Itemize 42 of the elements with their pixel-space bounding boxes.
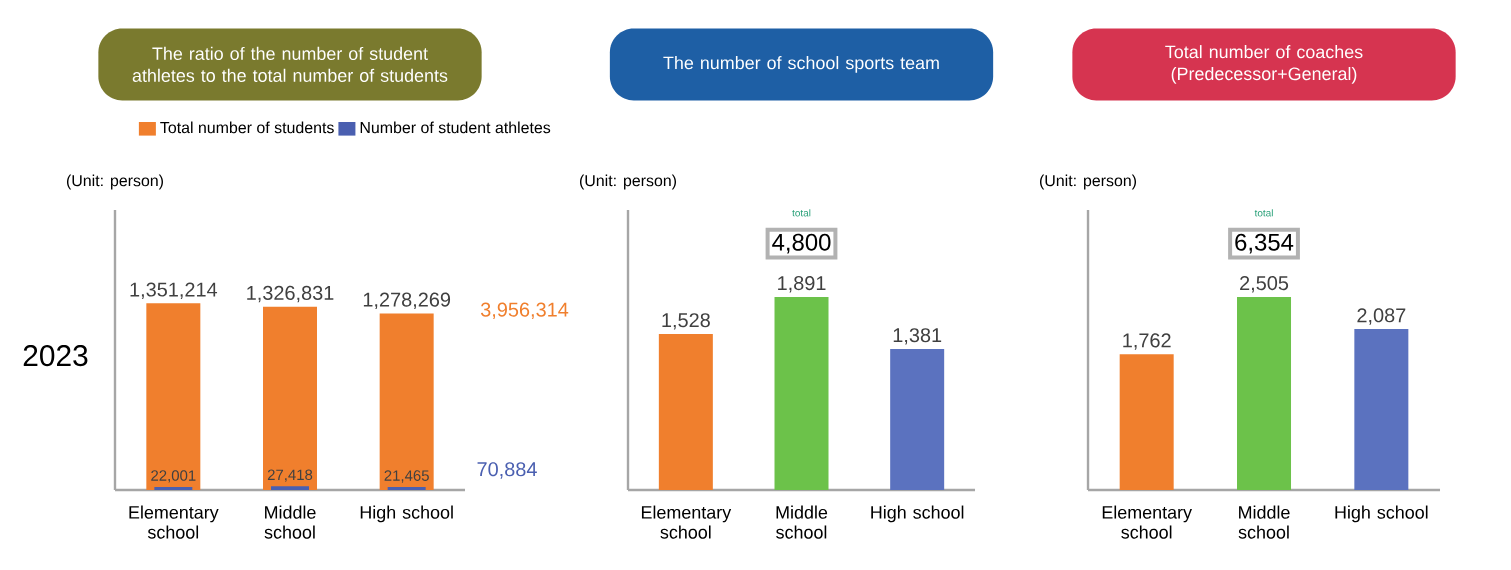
text: 70,884	[477, 462, 537, 479]
data-label: 2,505	[1240, 276, 1289, 293]
text: (Unit: person)	[1040, 174, 1137, 190]
bar	[154, 486, 193, 490]
text: 6,354	[1235, 233, 1294, 254]
bar	[271, 486, 309, 490]
data-label: 22,001	[151, 470, 196, 483]
legend-label: Total number of students	[160, 121, 334, 134]
text: (Unit: person)	[66, 174, 163, 190]
data-label: 1,528	[662, 313, 710, 330]
data-label: 27,418	[267, 469, 313, 482]
x-tick-label: High school	[360, 505, 453, 523]
data-label: 1,891	[778, 276, 826, 293]
bar	[146, 303, 201, 490]
text: total	[792, 209, 811, 217]
bar	[379, 313, 434, 490]
text: 3,956,314	[480, 302, 569, 320]
data-label: 1,351,214	[130, 282, 218, 299]
x-tick-label: High school	[871, 505, 964, 523]
data-label: 2,087	[1357, 308, 1406, 325]
x-tick-label: High school	[1335, 505, 1428, 523]
bar	[387, 487, 426, 490]
text: (Unit: person)	[579, 174, 677, 190]
data-label: 1,381	[893, 328, 942, 345]
data-label: 1,326,831	[247, 285, 334, 303]
text: total	[1254, 209, 1273, 217]
chart-title: The ratio of the number of student athletes to the total number of students	[132, 46, 448, 82]
x-tick-label: Middle school	[776, 505, 828, 539]
data-label: 1,278,269	[363, 292, 451, 310]
x-tick-label: Elementary school	[129, 505, 219, 539]
bar	[263, 306, 317, 490]
x-tick-label: Middle school	[1238, 505, 1290, 539]
x-tick-label: Elementary school	[1102, 505, 1192, 539]
text: 4,800	[772, 233, 831, 254]
chart-title: Total number of coaches (Predecessor+General)	[1165, 45, 1363, 84]
x-tick-label: Elementary school	[641, 505, 732, 539]
chart-title: The number of school sports team	[663, 56, 939, 73]
text: 2023	[23, 345, 88, 367]
data-label: 1,762	[1123, 333, 1171, 350]
legend-label: Number of student athletes	[360, 121, 551, 134]
data-label: 21,465	[384, 470, 429, 483]
x-tick-label: Middle school	[264, 505, 316, 539]
